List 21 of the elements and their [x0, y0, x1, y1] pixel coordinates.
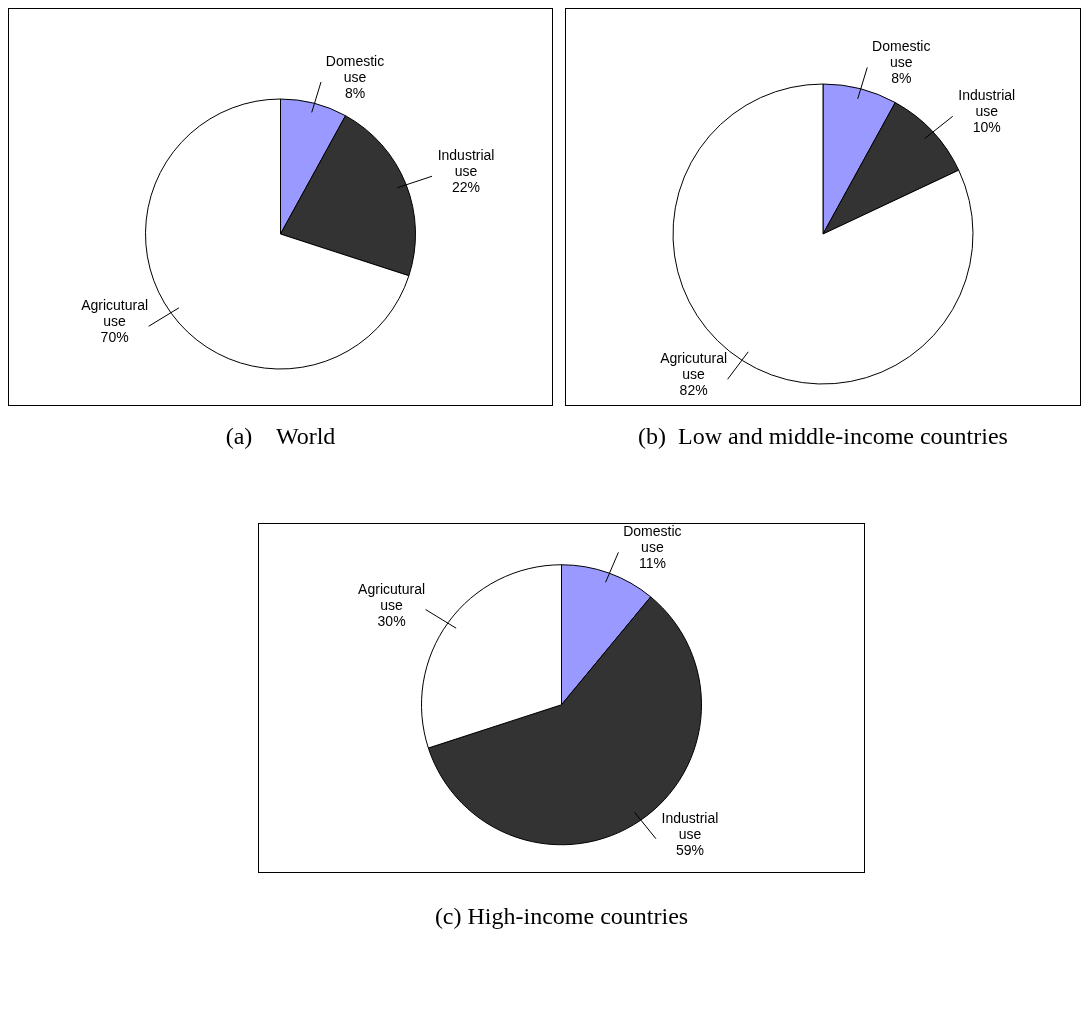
slice-label: Industrial use [437, 147, 495, 180]
slice-label: Domestic use [325, 52, 385, 85]
text: (b) Low and middle-income countries [637, 423, 1009, 450]
slice-label: Industrial use [661, 809, 719, 842]
slice-label: Domestic use [623, 523, 682, 556]
slice-label: Agricutural use [81, 297, 149, 330]
data-label: 30% [377, 612, 406, 629]
slice-label: Industrial use [958, 87, 1016, 120]
data-label: 8% [344, 84, 366, 101]
slice-label: Domestic use [872, 38, 931, 71]
data-label: 70% [100, 329, 129, 346]
data-label: 11% [638, 555, 666, 572]
slice-label: Agricutural use [660, 350, 728, 383]
slice-label: Agricutural use [358, 580, 426, 613]
data-label: 8% [891, 70, 912, 87]
data-label: 10% [972, 119, 1001, 136]
text: (c) High-income countries [433, 903, 690, 930]
text: (a) World [224, 423, 337, 450]
data-label: 22% [452, 179, 481, 196]
data-label: 82% [679, 382, 708, 399]
data-label: 59% [675, 841, 704, 858]
